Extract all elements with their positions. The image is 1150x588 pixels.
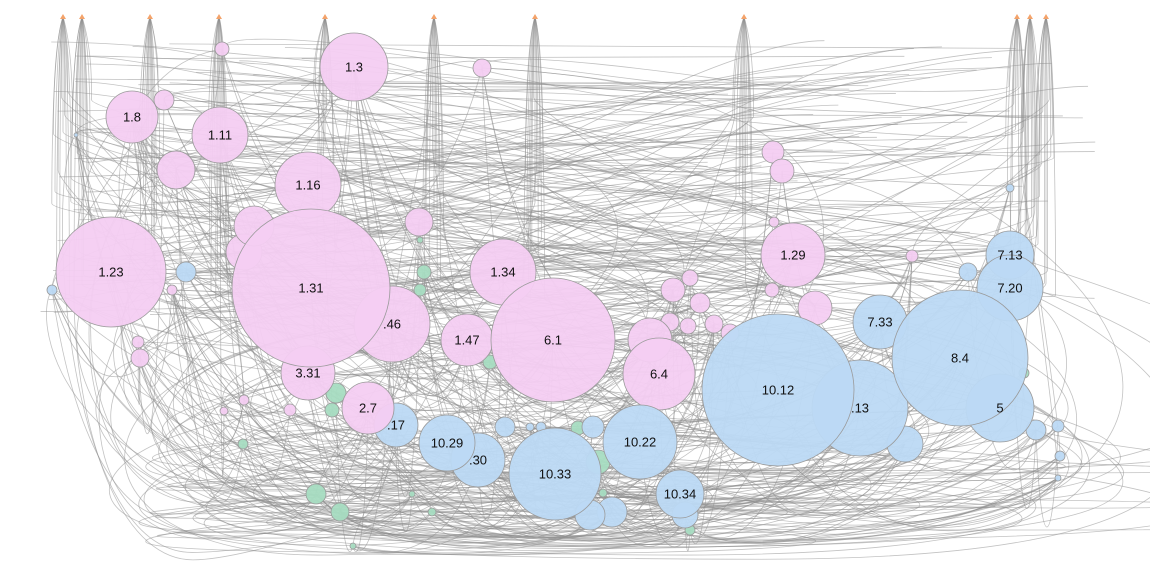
source-node — [1043, 14, 1049, 19]
node-6-1[interactable] — [490, 277, 616, 403]
node-6-4[interactable] — [622, 337, 696, 411]
source-node — [741, 14, 747, 19]
node-blue-small — [1054, 474, 1062, 482]
node-pink-small — [238, 394, 250, 406]
node-pink-small — [404, 207, 434, 237]
node-pink-small — [219, 406, 229, 416]
node-pink-small — [764, 282, 780, 298]
node-1-31[interactable] — [231, 208, 391, 368]
source-node — [79, 14, 85, 19]
node-green-small — [598, 488, 608, 498]
source-node — [1014, 14, 1020, 19]
node-1-29[interactable] — [760, 222, 826, 288]
node-pink-small — [689, 292, 711, 314]
node-pink-small — [472, 58, 492, 78]
node-10-34[interactable] — [655, 469, 705, 519]
node-pink-small — [283, 403, 297, 417]
node-1-8[interactable] — [105, 90, 159, 144]
node-blue-small — [175, 261, 197, 283]
node-pink-small — [156, 150, 196, 190]
node-2-7[interactable] — [341, 381, 395, 435]
node-blue-small — [73, 132, 79, 138]
node-10-22[interactable] — [602, 404, 678, 480]
node-pink-small — [166, 284, 178, 296]
node-8-4[interactable] — [891, 289, 1029, 427]
source-node — [532, 14, 538, 19]
node-blue-small — [1054, 450, 1066, 462]
node-blue-small — [494, 416, 516, 438]
source-node — [322, 14, 328, 19]
node-pink-small — [704, 314, 724, 334]
source-node — [60, 14, 66, 19]
node-green-small — [349, 542, 357, 550]
node-pink-small — [679, 317, 697, 335]
node-1-11[interactable] — [191, 106, 249, 164]
node-green-small — [324, 402, 340, 418]
node-green-small — [416, 264, 432, 280]
node-10-12[interactable] — [701, 313, 855, 467]
source-node-layer — [60, 14, 1049, 19]
node-pink-small — [130, 348, 150, 368]
source-node — [431, 14, 437, 19]
node-pink-small — [153, 89, 175, 111]
node-1-16[interactable] — [274, 151, 342, 219]
node-blue-small — [1005, 183, 1015, 193]
node-green-small — [330, 502, 350, 522]
node-green-small — [427, 507, 437, 517]
node-pink-small — [905, 249, 919, 263]
source-node — [147, 14, 153, 19]
source-node — [216, 14, 222, 19]
node-pink-small — [131, 335, 145, 349]
node-green-small — [416, 236, 424, 244]
node-pink-small — [681, 269, 699, 287]
node-green-small — [237, 438, 249, 450]
source-node — [1027, 14, 1033, 19]
node-1-23[interactable] — [55, 216, 167, 328]
node-1-3[interactable] — [319, 32, 389, 102]
node-10-33[interactable] — [508, 427, 602, 521]
node-pink-small — [660, 277, 686, 303]
node-10-29[interactable] — [418, 414, 476, 472]
node-green-small — [408, 490, 416, 498]
node-pink-small — [214, 41, 230, 57]
node-blue-small — [525, 422, 535, 432]
node-blue-small — [46, 284, 58, 296]
node-green-small — [413, 283, 427, 297]
node-1-47[interactable] — [440, 313, 494, 367]
node-green-small — [305, 483, 327, 505]
node-layer — [46, 32, 1066, 550]
node-pink-small — [769, 158, 795, 184]
node-blue-small — [1051, 419, 1065, 433]
node-blue-small — [958, 262, 978, 282]
node-pink-small — [768, 216, 780, 228]
node-blue-small — [581, 415, 605, 439]
